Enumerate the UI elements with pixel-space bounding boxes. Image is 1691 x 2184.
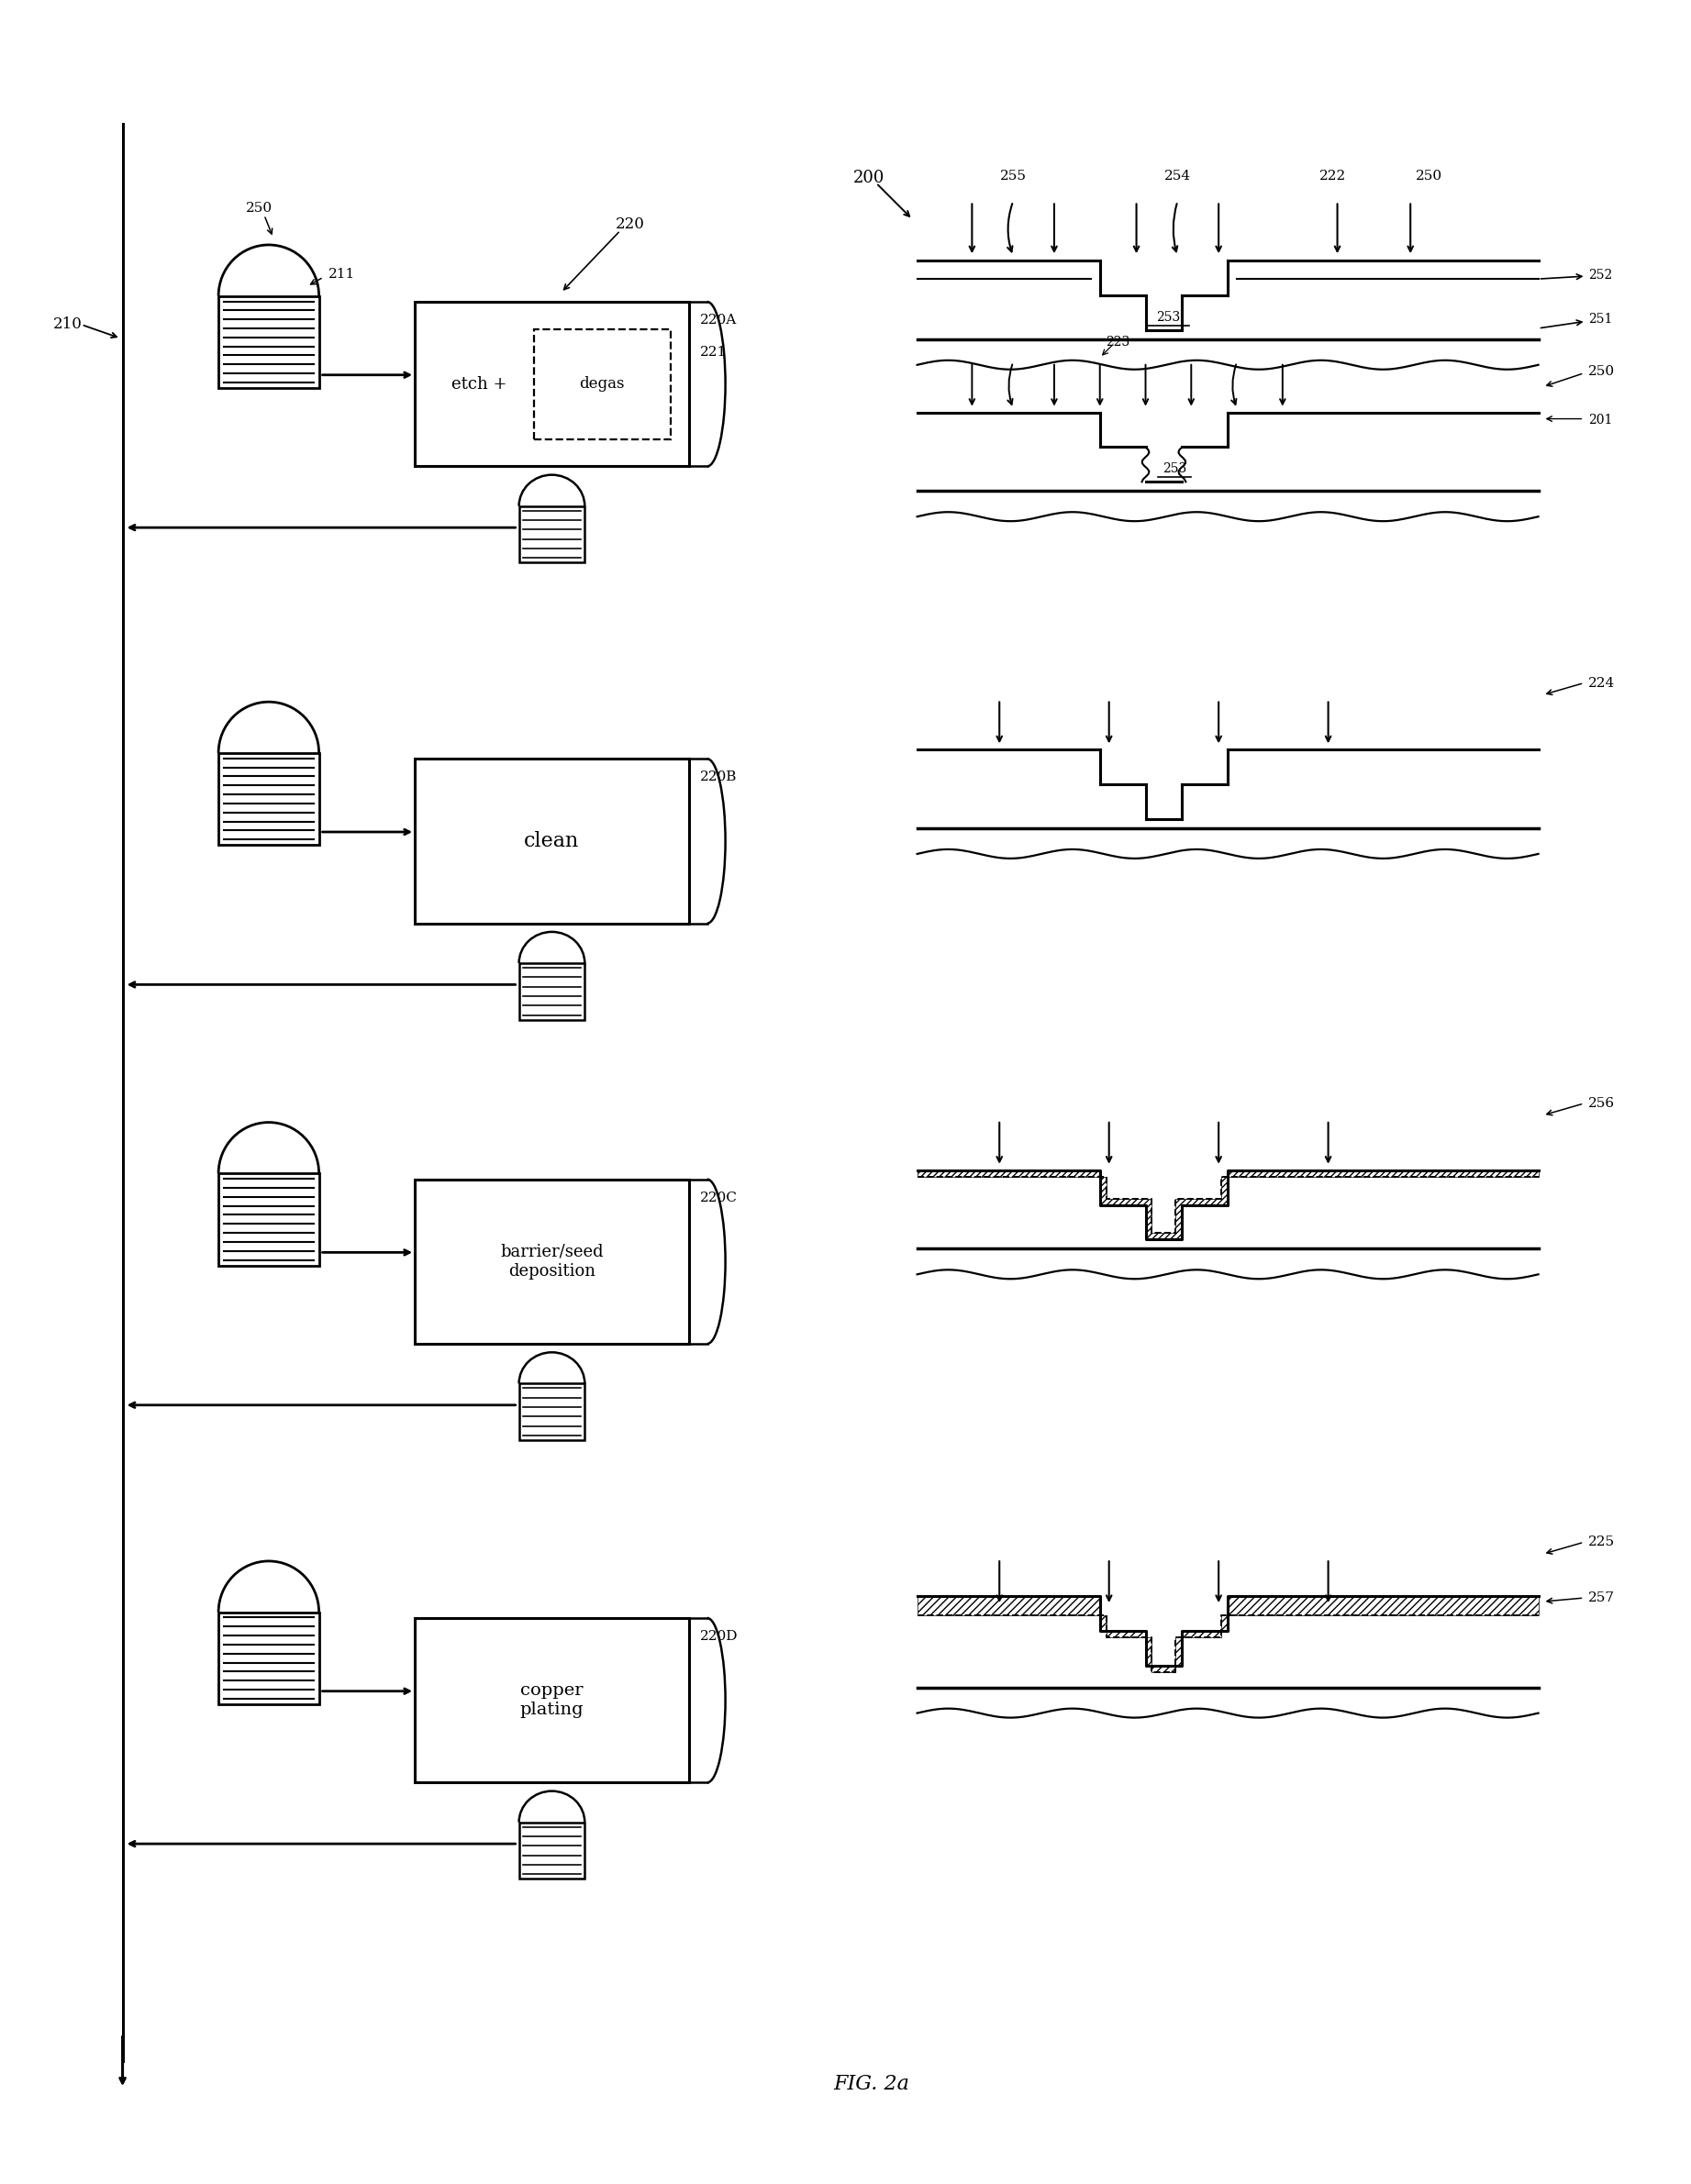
FancyBboxPatch shape [218,753,320,845]
Text: 251: 251 [1541,312,1613,328]
Text: 252: 252 [1541,269,1613,282]
Text: 201: 201 [1588,413,1613,426]
Text: 220A: 220A [700,314,737,325]
Text: 200: 200 [854,170,884,186]
Text: 210: 210 [52,317,83,332]
Text: 211: 211 [328,269,355,282]
Text: 220B: 220B [700,771,737,784]
Text: 257: 257 [1588,1592,1615,1605]
Text: clean: clean [524,830,580,852]
Text: 255: 255 [999,168,1026,181]
FancyBboxPatch shape [218,1173,320,1265]
Text: 223: 223 [1106,336,1130,349]
Text: 253: 253 [1163,463,1187,476]
Text: 220D: 220D [700,1629,737,1642]
FancyBboxPatch shape [218,1612,320,1704]
Text: copper
plating: copper plating [519,1682,583,1719]
Text: 220: 220 [616,216,644,232]
FancyBboxPatch shape [519,1385,585,1439]
Text: FIG. 2a: FIG. 2a [834,2075,910,2094]
Text: 250: 250 [1588,365,1615,378]
Text: 250: 250 [1415,168,1442,181]
Text: 225: 225 [1588,1535,1615,1548]
Text: 253: 253 [1157,310,1180,323]
FancyBboxPatch shape [414,1618,688,1782]
Text: 254: 254 [1163,168,1190,181]
Text: 222: 222 [1319,168,1346,181]
Text: etch +: etch + [451,376,507,393]
FancyBboxPatch shape [218,295,320,389]
FancyBboxPatch shape [519,507,585,563]
Text: 250: 250 [245,203,272,214]
FancyBboxPatch shape [414,301,688,467]
Text: 220C: 220C [700,1190,737,1203]
FancyBboxPatch shape [519,1821,585,1878]
Text: barrier/seed
deposition: barrier/seed deposition [501,1243,604,1280]
FancyBboxPatch shape [519,963,585,1020]
Text: degas: degas [580,376,624,391]
Text: 224: 224 [1588,677,1615,690]
FancyBboxPatch shape [414,1179,688,1343]
Text: 256: 256 [1588,1096,1615,1109]
FancyBboxPatch shape [534,330,671,439]
Text: 221: 221 [700,345,727,358]
FancyBboxPatch shape [414,758,688,924]
